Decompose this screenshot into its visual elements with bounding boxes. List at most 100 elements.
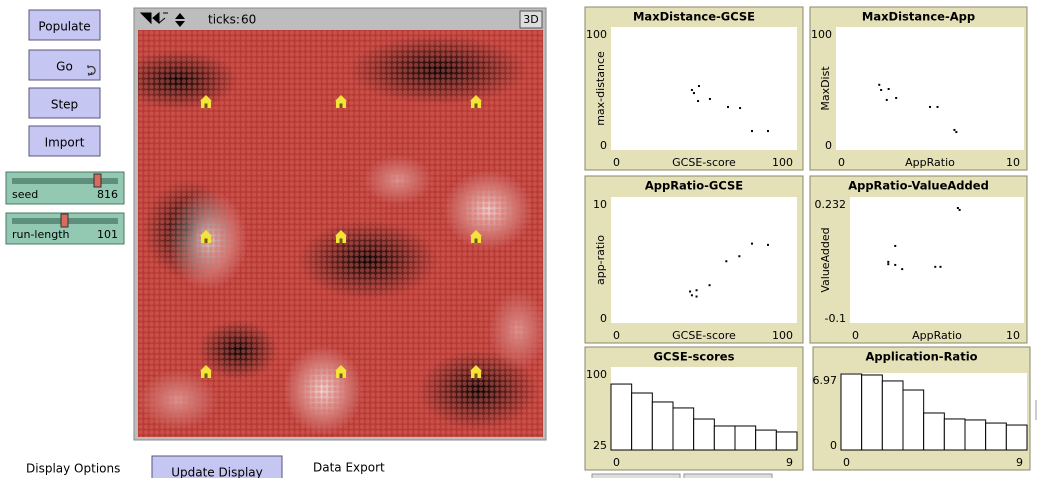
x-axis-label: GCSE-score: [672, 156, 736, 169]
histogram-bar: [755, 429, 777, 451]
plot-title: Application-Ratio: [865, 350, 977, 364]
3d-button[interactable]: 3D: [519, 10, 543, 29]
patch-field: [138, 30, 543, 437]
plot: MaxDistance-App 0 100 0 10 AppRatio MaxDist: [809, 6, 1028, 171]
slider-track: [12, 178, 118, 184]
scatter-point: [725, 260, 728, 263]
scatter-point: [880, 88, 883, 91]
plot-title: AppRatio-GCSE: [645, 179, 743, 193]
x-tick-label: 9: [1016, 456, 1023, 469]
scatter-point: [936, 105, 939, 108]
y-tick-label: 0: [830, 439, 837, 452]
histogram-bar: [631, 392, 653, 451]
button-label: Populate: [38, 20, 90, 34]
import-button[interactable]: Import: [28, 125, 101, 157]
histogram-bar: [923, 412, 945, 451]
scatter-point: [887, 263, 890, 266]
seed-slider[interactable]: seed 816: [5, 171, 125, 205]
step-button[interactable]: Step: [28, 87, 101, 119]
x-tick-label: 0: [613, 156, 620, 169]
histogram-bar: [775, 431, 798, 451]
scatter-point: [894, 244, 897, 247]
button-label: Update Display: [171, 466, 263, 479]
plot-title: MaxDistance-App: [862, 10, 975, 24]
histogram-bar: [861, 374, 883, 451]
histogram-bar: [943, 418, 966, 451]
histogram-bar: [964, 419, 987, 451]
scatter-point: [697, 85, 700, 88]
x-axis-label: AppRatio: [912, 329, 962, 342]
scatter-point: [929, 105, 931, 108]
scatter-point: [878, 83, 881, 86]
ticks-value: 60: [241, 13, 256, 27]
x-tick-label: 0: [843, 456, 850, 469]
x-tick-label: 10: [1006, 156, 1020, 169]
scatter-point: [690, 294, 693, 297]
y-tick-label: 0: [600, 312, 607, 325]
plot-area: [611, 27, 797, 150]
run-length-slider[interactable]: run-length 101: [5, 212, 125, 245]
x-tick-label: 0: [852, 329, 859, 342]
y-tick-label: 25: [593, 439, 607, 452]
scatter-point: [934, 265, 937, 268]
y-tick-label: 0: [825, 139, 832, 152]
scatter-point: [690, 88, 693, 91]
view-control[interactable]: [175, 13, 185, 19]
scatter-point: [955, 131, 958, 134]
x-tick-label: 100: [772, 156, 793, 169]
scatter-point: [739, 107, 742, 110]
y-tick-label: -0.1: [825, 312, 846, 325]
update-display-button[interactable]: Update Display: [151, 455, 283, 482]
y-axis-label: MaxDist: [819, 66, 832, 111]
histogram-bar: [902, 389, 925, 451]
display-options-label: Display Options: [26, 462, 120, 476]
y-tick-label: 100: [586, 28, 607, 41]
x-tick-label: 10: [1006, 329, 1020, 342]
data-export-label: Data Export: [313, 461, 385, 475]
y-axis-label: max-distance: [594, 51, 607, 126]
x-tick-label: 0: [838, 156, 845, 169]
slider-name: run-length: [12, 228, 70, 241]
scatter-point: [894, 263, 897, 266]
scatter-point: [887, 260, 890, 263]
scatter-point: [697, 100, 700, 103]
plot-area: [850, 197, 1024, 323]
scatter-point: [953, 128, 956, 131]
scatter-point: [726, 105, 729, 108]
go-button[interactable]: Go: [28, 49, 101, 81]
scatter-point: [750, 130, 753, 133]
y-tick-label: 100: [586, 368, 607, 381]
x-tick-label: 100: [772, 329, 793, 342]
scatter-point: [750, 242, 753, 245]
view-controls[interactable]: [139, 11, 168, 25]
histogram-bar: [651, 401, 674, 451]
plot-area: [611, 197, 797, 323]
button-label: Step: [51, 98, 78, 112]
x-axis-label: GCSE-score: [672, 329, 736, 342]
scatter-point: [901, 268, 904, 271]
view-control[interactable]: [175, 21, 185, 27]
plot-area: [836, 27, 1024, 150]
histogram-bar: [1005, 424, 1028, 451]
scatter-point: [695, 289, 698, 292]
plot-title: GCSE-scores: [654, 350, 735, 364]
y-tick-label: 6.97: [813, 374, 838, 387]
scatter-point: [958, 208, 961, 211]
button-label: Go: [56, 60, 73, 74]
button-label: Import: [45, 136, 85, 150]
hidden-widget: [683, 473, 773, 481]
histogram-bar: [881, 380, 904, 451]
scatter-point: [939, 265, 942, 268]
scatter-point: [695, 295, 698, 298]
slider-knob: [93, 173, 102, 188]
scatter-point: [738, 255, 741, 258]
plot: Application-Ratio 0 6.97 0 9: [812, 346, 1031, 471]
populate-button[interactable]: Populate: [28, 9, 101, 41]
ticks-label: ticks:: [208, 13, 240, 27]
y-tick-label: 10: [593, 198, 607, 211]
x-tick-label: 9: [786, 456, 793, 469]
slider-value: 816: [97, 188, 118, 201]
scatter-point: [956, 207, 959, 210]
world-view: ticks: 60 3D: [133, 7, 547, 441]
